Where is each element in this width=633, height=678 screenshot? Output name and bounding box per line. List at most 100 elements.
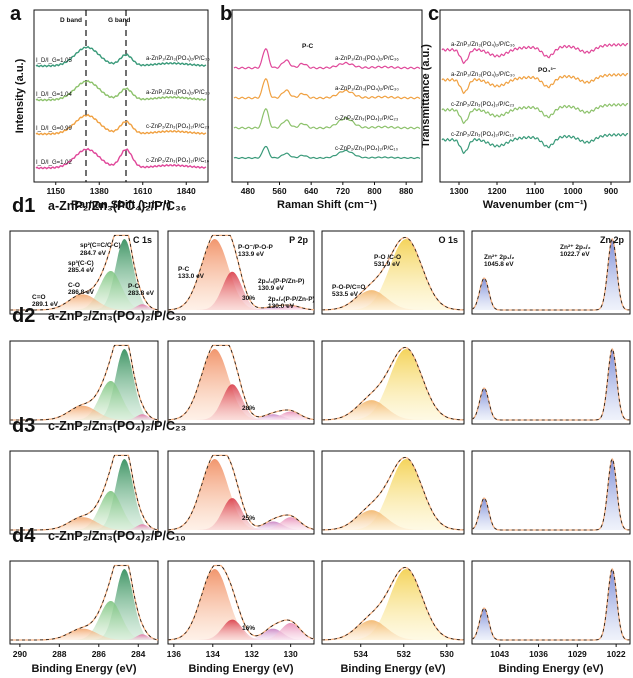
panel-a-raman-plot: Raman Shift (cm⁻¹) Intensity (a.u.) D ba… xyxy=(14,9,210,211)
xps-peak-fit xyxy=(10,517,158,530)
xps-frame xyxy=(9,340,159,425)
series-label: c-ZnP₂/Zn₃(PO₄)₂/P/C₁₀ xyxy=(451,132,515,138)
x-tick-label: 1043 xyxy=(490,649,509,659)
xps-raw-data xyxy=(322,457,464,531)
xps-annotation: 285.4 eV xyxy=(68,267,95,274)
xps-plot xyxy=(9,450,159,535)
xps-column-title: O 1s xyxy=(438,235,458,245)
xps-peak-fit xyxy=(322,459,464,530)
raman-line-series xyxy=(233,108,421,130)
panel-c-ftir-plot: Wavenumber (cm⁻¹) Transmittance (a.u.) P… xyxy=(420,9,631,211)
xps-annotation: 2p₁/₂(P-P/Zn-P) xyxy=(258,278,304,285)
xps-peak-fit xyxy=(472,239,630,310)
ratio-label: I_D/I_G=1.02 xyxy=(36,160,73,166)
xps-peak-fit xyxy=(322,290,464,310)
raman-line-series xyxy=(233,78,421,100)
xps-column-title: C 1s xyxy=(133,235,152,245)
xps-peak-fit xyxy=(10,405,158,420)
p-c-percent: 28% xyxy=(242,405,255,412)
ratio-label: I_D/I_G=1.04 xyxy=(36,92,73,98)
x-tick-label: 1000 xyxy=(564,186,583,196)
xps-annotation: 1022.7 eV xyxy=(560,251,590,258)
xps-peak-fit xyxy=(472,569,630,640)
xps-peak-fit xyxy=(10,524,158,530)
xps-plot: 136 134 132 130 Binding Energy (eV) 16% xyxy=(167,560,315,675)
xps-raw-data xyxy=(10,565,159,641)
xps-plot xyxy=(471,340,631,425)
x-tick-label: 1610 xyxy=(133,186,152,196)
raman-line-series xyxy=(35,45,207,68)
xps-plot: 25% xyxy=(167,450,315,535)
xps-peak-fit xyxy=(322,510,464,530)
xps-annotation: sp³(C-C) xyxy=(68,260,94,267)
x-tick-label: 880 xyxy=(399,186,413,196)
x-tick-label: 134 xyxy=(206,649,220,659)
xps-raw-data xyxy=(168,455,315,531)
xps-annotation: P-O-P/C=O xyxy=(332,284,365,291)
row-label: d4 xyxy=(12,525,36,547)
po4-label: PO₄³⁻ xyxy=(538,67,557,74)
xps-frame xyxy=(471,230,631,315)
xps-peak-fit xyxy=(10,414,158,420)
xps-peak-fit xyxy=(322,239,464,310)
xps-peak-fit xyxy=(472,388,630,420)
x-tick-label: 290 xyxy=(13,649,27,659)
panel-b-raman-plot: Raman Shift (cm⁻¹) P-C 480 560 640 720 800 88… xyxy=(231,9,423,211)
xps-frame xyxy=(167,560,315,645)
xps-peak-fit xyxy=(10,628,158,640)
xps-annotation: C-O xyxy=(68,282,80,289)
xps-raw-data xyxy=(10,455,159,531)
xps-annotation: Zn²⁺ 2p₃/₂ xyxy=(560,244,591,251)
xps-raw-data xyxy=(471,568,631,641)
xps-peak-fit xyxy=(168,305,314,310)
ftir-line-series xyxy=(441,72,629,95)
x-tick-label: 132 xyxy=(245,649,259,659)
xps-annotation: 1045.8 eV xyxy=(484,261,514,268)
xps-peak-fit xyxy=(322,620,464,640)
series-label: a-ZnP₂/Zn₃(PO₄)₂/P/C₃₀ xyxy=(146,90,210,96)
xps-raw-data xyxy=(168,345,315,421)
x-tick-label: 1022 xyxy=(607,649,626,659)
p-c-label: P-C xyxy=(302,43,314,50)
xps-plot: 28% xyxy=(167,340,315,425)
x-tick-label: 1036 xyxy=(529,649,548,659)
xps-plot xyxy=(471,450,631,535)
ratio-label: I_D/I_G=1.05 xyxy=(36,58,73,64)
xps-xlabel: Binding Energy (eV) xyxy=(188,663,293,675)
xps-peak-fit xyxy=(10,271,158,310)
raman-line-series xyxy=(35,79,207,102)
x-tick-label: 480 xyxy=(241,186,255,196)
x-tick-label: 1200 xyxy=(488,186,507,196)
xps-annotation: 531.9 eV xyxy=(374,261,401,268)
g-band-label: G band xyxy=(108,17,130,24)
xps-plot: 534 532 530 Binding Energy (eV) xyxy=(321,560,465,675)
xps-annotation: 283.8 eV xyxy=(128,290,155,297)
xps-annotation: 533.5 eV xyxy=(332,291,359,298)
d-band-label: D band xyxy=(60,17,82,24)
xps-peak-fit xyxy=(168,517,314,530)
xps-annotation: 130.9 eV xyxy=(258,285,285,292)
xps-peak-fit xyxy=(168,498,314,530)
panel-label-b: b xyxy=(220,3,232,25)
series-label: c-ZnP₂/Zn₃(PO₄)₂/P/C₂₃ xyxy=(451,102,515,108)
xps-plot: 1043 1036 1029 1022 Binding Energy (eV) xyxy=(471,560,631,675)
x-tick-label: 532 xyxy=(397,649,411,659)
xps-xlabel: Binding Energy (eV) xyxy=(340,663,445,675)
panel-label-c: c xyxy=(428,3,439,25)
xps-frame xyxy=(321,560,465,645)
xps-frame xyxy=(321,450,465,535)
panel-b-xlabel: Raman Shift (cm⁻¹) xyxy=(277,199,377,211)
xps-plot: C 1s sp²(C=C/C-C)284.7 eV sp³(C-C)285.4 eV… xyxy=(9,230,159,315)
xps-peak-fit xyxy=(10,634,158,640)
xps-annotation: 133.9 eV xyxy=(238,251,265,258)
x-tick-label: 1150 xyxy=(47,186,66,196)
series-label: c-ZnP₂/Zn₃(PO₄)₂/P/C₂₃ xyxy=(146,124,210,130)
p-c-percent: 30% xyxy=(242,295,255,302)
xps-annotation: 289.1 eV xyxy=(32,301,59,308)
xps-peak-fit xyxy=(322,400,464,420)
ftir-line-series xyxy=(441,132,629,155)
panel-a-xlabel: Raman Shift (cm⁻¹) xyxy=(71,199,171,211)
series-label: c-ZnP₂/Zn₃(PO₄)₂/P/C₁₀ xyxy=(146,158,210,164)
raman-line-series xyxy=(233,145,421,160)
